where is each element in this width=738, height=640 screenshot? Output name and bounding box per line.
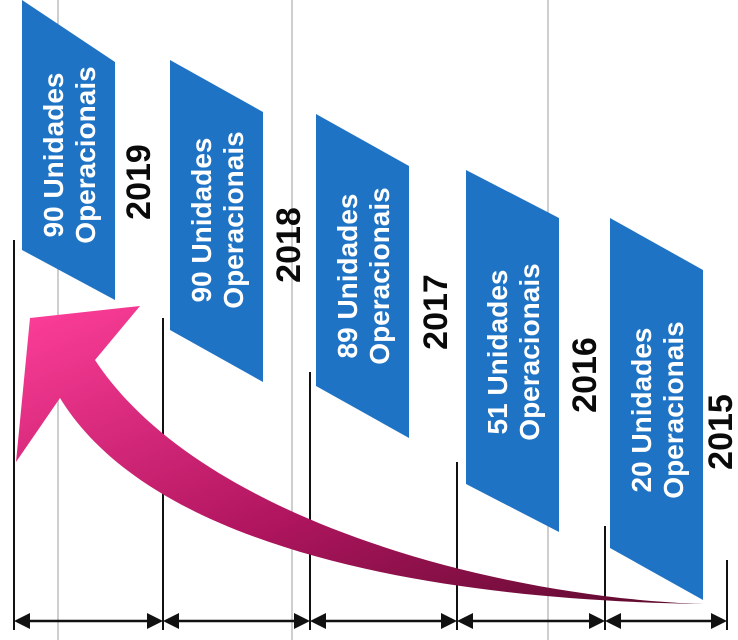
period-arrow [163,613,310,629]
banner-2016-label: Operacionais [514,263,545,440]
period-arrow [605,613,727,629]
banner-2019-label: Operacionais [70,66,101,243]
period-arrow [14,613,163,629]
year-label-2015: 2015 [702,394,738,470]
banner-2018-label: Operacionais [218,131,249,308]
banner-2017 [316,114,409,438]
banner-2016 [466,170,559,532]
growth-arrow [16,306,705,604]
period-arrow [310,613,457,629]
banner-2018 [170,60,263,382]
banner-2018-units: 90 Unidades [186,138,217,303]
banner-2015-units: 20 Unidades [626,328,657,493]
year-label-2019: 2019 [120,144,158,220]
period-arrow [457,613,605,629]
banner-2019-units: 90 Unidades [38,73,69,238]
banner-2015 [610,218,703,600]
year-label-2016: 2016 [566,337,604,413]
year-label-2017: 2017 [417,274,455,350]
banner-2019 [22,0,115,300]
banner-2017-units: 89 Unidades [332,194,363,359]
banner-2015-label: Operacionais [658,321,689,498]
banner-2016-units: 51 Unidades [482,270,513,435]
banner-2017-label: Operacionais [364,187,395,364]
year-label-2018: 2018 [270,207,308,283]
